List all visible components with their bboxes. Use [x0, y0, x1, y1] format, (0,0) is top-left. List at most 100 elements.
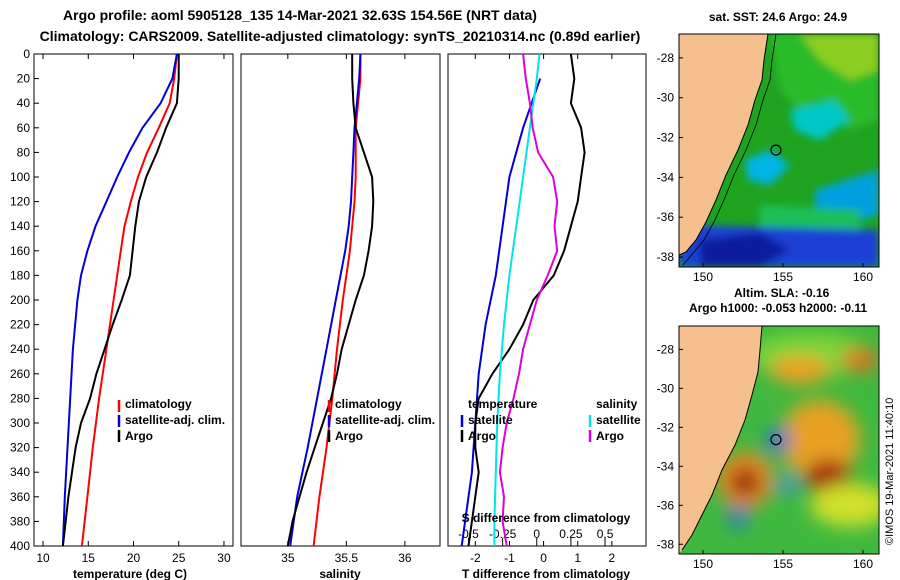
salinity-frame [240, 53, 441, 547]
sla-high-northeast [842, 348, 878, 372]
sla-low-eddy-2 [779, 476, 797, 494]
legend-label-sal-satellite: satellite [596, 413, 641, 427]
sla-high-central [780, 400, 860, 480]
salinity-xlabel: salinity [319, 567, 361, 580]
map-lat-label: -36 [657, 210, 675, 224]
sst-mid-band [760, 205, 860, 235]
depth-tick-label: 80 [17, 145, 31, 159]
salinity-series-satellite-adj-clim- [289, 54, 362, 546]
map-lat-label: -32 [657, 420, 675, 434]
difference-panel: -2 -1 0 1 2 -0.5 -0.25 0 0.25 0.5 S difference f… [447, 53, 647, 580]
map-lon-label: 150 [693, 557, 713, 571]
t-difference-xlabel: T difference from climatology [462, 567, 630, 580]
difference-x-tick-label: 1 [574, 551, 581, 565]
depth-tick-label: 140 [10, 219, 30, 233]
salinity-x-tick-label: 36 [398, 551, 412, 565]
map-lat-label: -32 [657, 131, 675, 145]
depth-tick-label: 0 [23, 47, 30, 61]
sst-coldest-patch [700, 232, 790, 267]
salinity-difference-legend: salinity satellite Argo [588, 397, 641, 443]
temperature-x-tick-label: 20 [127, 551, 141, 565]
coastline [679, 34, 769, 256]
map-lon-label: 155 [773, 270, 793, 284]
temperature-frame [33, 53, 234, 547]
temperature-series [61, 54, 180, 546]
sla-peak-west [731, 468, 759, 496]
depth-tick-label: 320 [10, 441, 30, 455]
difference-x-tick-label: 0 [540, 551, 547, 565]
difference-x-tick-label: 2 [609, 551, 616, 565]
map-lat-label: -30 [657, 91, 675, 105]
s-difference-label: S difference from climatology [462, 511, 631, 525]
temperature-series-climatology [80, 54, 178, 546]
sst-cool-eddy [790, 100, 850, 140]
sla-map-title: Altim. SLA: -0.16 [734, 286, 830, 300]
sla-map-field [679, 326, 879, 554]
sla-low-eddy [766, 428, 790, 452]
difference-x-tick-label: -1 [504, 551, 515, 565]
temperature-x-tick-label: 30 [217, 551, 231, 565]
sla-high-north [770, 356, 830, 384]
depth-tick-label: 340 [10, 465, 30, 479]
map-lat-label: -34 [657, 459, 675, 473]
depth-tick-label: 360 [10, 490, 30, 504]
legend-label-argo: Argo [335, 429, 363, 443]
argo-location-marker [770, 434, 782, 446]
depth-tick-label: 400 [10, 539, 30, 553]
difference-x-axis: -2 -1 0 1 2 [470, 54, 616, 565]
s-difference-tick-label: 0.25 [559, 527, 583, 541]
difference-series-temperature-argo [467, 54, 586, 546]
sla-map-frame [678, 325, 880, 555]
salinity-x-tick-label: 35.5 [335, 551, 359, 565]
salinity-panel: 35 35.5 36 salinity climatology satellite-… [240, 53, 441, 580]
s-difference-tick-label: -0.25 [489, 527, 517, 541]
legend-label-sal-argo: Argo [596, 429, 624, 443]
sst-map-axes: -28 -30 -32 -34 -36 -38 150 155 160 [657, 51, 874, 284]
figure-title-line1: Argo profile: aoml 5905128_135 14-Mar-20… [63, 7, 537, 23]
sst-map-title: sat. SST: 24.6 Argo: 24.9 [709, 10, 848, 24]
depth-tick-label: 380 [10, 514, 30, 528]
temperature-series-satellite-adj-clim- [61, 54, 178, 546]
depth-tick-label: 40 [17, 96, 31, 110]
map-lon-label: 160 [853, 557, 873, 571]
depth-tick-label: 220 [10, 318, 30, 332]
depth-tick-label: 200 [10, 293, 30, 307]
sst-map-frame [678, 33, 880, 268]
sst-map-field [679, 34, 879, 267]
map-lat-label: -28 [657, 342, 675, 356]
temperature-x-tick-label: 10 [36, 551, 50, 565]
s-difference-tick-label: 0.5 [597, 527, 614, 541]
legend-label-satellite: satellite-adj. clim. [335, 413, 435, 427]
legend-label-climatology: climatology [125, 397, 192, 411]
depth-tick-label: 60 [17, 121, 31, 135]
temperature-x-tick-label: 25 [172, 551, 186, 565]
legend-title-salinity: salinity [596, 397, 638, 411]
depth-tick-label: 100 [10, 170, 30, 184]
temperature-legend: climatology satellite-adj. clim. Argo [117, 397, 225, 443]
imos-credit: ©IMOS 19-Mar-2021 11:40:10 [884, 398, 896, 545]
map-lat-label: -30 [657, 381, 675, 395]
map-lat-label: -38 [657, 537, 675, 551]
legend-label-satellite: satellite-adj. clim. [125, 413, 225, 427]
sst-warmest-patch [800, 34, 879, 80]
difference-series-salinity-argo [498, 54, 559, 546]
sst-cool-patch-west [745, 150, 790, 185]
sla-map-axes: -28 -30 -32 -34 -36 -38 150 155 160 [657, 342, 874, 571]
depth-tick-label: 160 [10, 244, 30, 258]
map-lon-label: 150 [693, 270, 713, 284]
coastline [681, 326, 763, 551]
depth-tick-label: 300 [10, 416, 30, 430]
sla-map-subtitle: Argo h1000: -0.053 h2000: -0.11 [689, 301, 867, 315]
sst-map: sat. SST: 24.6 Argo: 24.9 -28 -30 -32 -34 -3… [657, 10, 880, 300]
map-lat-label: -28 [657, 51, 675, 65]
map-lon-label: 155 [773, 557, 793, 571]
legend-label-temp-argo: Argo [468, 429, 496, 443]
salinity-x-axis: 35 35.5 36 [281, 54, 412, 565]
s-difference-tick-label: 0 [533, 527, 540, 541]
depth-tick-label: 180 [10, 268, 30, 282]
temperature-panel: 0 20 40 60 80 100 120 140 160 180 200 220 240 260 280 3… [10, 47, 234, 580]
depth-tick-label: 240 [10, 342, 30, 356]
sla-patches [717, 333, 879, 527]
salinity-x-tick-label: 35 [281, 551, 295, 565]
temperature-difference-legend: temperature satellite Argo [460, 397, 538, 443]
